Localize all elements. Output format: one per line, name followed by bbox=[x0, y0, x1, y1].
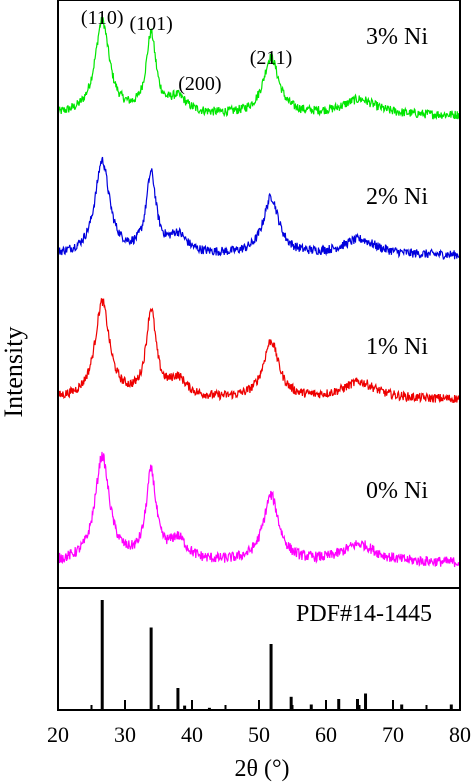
y-axis-label: Intensity bbox=[0, 327, 28, 418]
series-line bbox=[57, 451, 461, 568]
x-tick-label: 40 bbox=[181, 722, 203, 747]
x-tick-label: 60 bbox=[315, 722, 337, 747]
x-ticks: 20 30 40 50 60 70 80 bbox=[47, 700, 471, 747]
x-tick-label: 80 bbox=[449, 722, 471, 747]
series-line bbox=[57, 297, 461, 404]
series-line bbox=[57, 16, 461, 121]
x-tick-label: 50 bbox=[248, 722, 270, 747]
peak-label: (101) bbox=[129, 13, 172, 35]
series-label: 1% Ni bbox=[366, 334, 428, 360]
series-label: 0% Ni bbox=[366, 478, 428, 504]
reference-label: PDF#14-1445 bbox=[296, 601, 432, 627]
labels: Intensity 2θ (°) PDF#14-1445 3% Ni 2% Ni 1… bbox=[0, 7, 432, 782]
x-axis-label: 2θ (°) bbox=[234, 756, 289, 782]
x-tick-label: 20 bbox=[47, 722, 69, 747]
x-tick-label: 30 bbox=[114, 722, 136, 747]
peak-label: (211) bbox=[250, 47, 293, 69]
peak-label: (110) bbox=[81, 7, 124, 29]
x-tick-label: 70 bbox=[382, 722, 404, 747]
series-layer bbox=[57, 16, 461, 568]
peak-label: (200) bbox=[178, 73, 221, 95]
series-label: 2% Ni bbox=[366, 184, 428, 210]
series-label: 3% Ni bbox=[366, 24, 428, 50]
series-line bbox=[57, 156, 461, 260]
